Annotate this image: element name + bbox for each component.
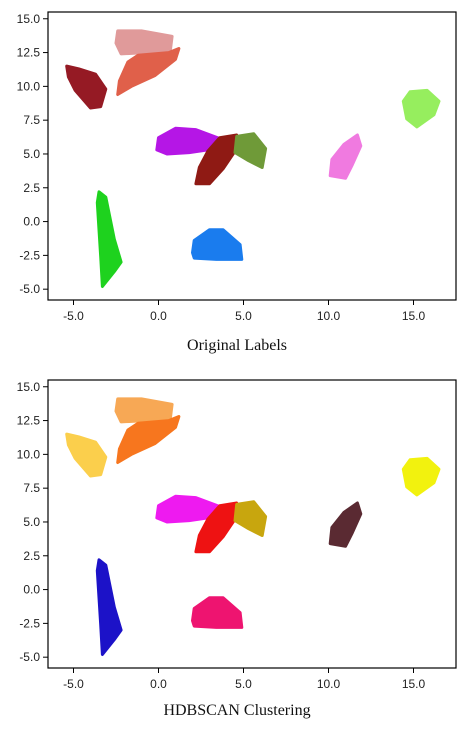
y-tick-label: 2.5 (23, 549, 40, 563)
cluster-8 (401, 88, 441, 129)
x-tick-label: -5.0 (63, 309, 84, 323)
y-tick-label: 10.0 (17, 79, 41, 93)
chart-panel-original-labels: 15.0 12.5 10.0 7.5 5.0 2.5 0.0 -2.5 -5.0 -5.0 0.0 5… (17, 11, 457, 354)
cluster-7 (328, 501, 363, 548)
y-tick-label: 5.0 (23, 147, 40, 161)
cluster-1 (114, 29, 174, 56)
y-tick-label: 7.5 (23, 481, 40, 495)
scatter-plot-original-labels: 15.0 12.5 10.0 7.5 5.0 2.5 0.0 -2.5 -5.0 -5.0 0.0 5… (17, 11, 457, 323)
plot-frame (47, 379, 457, 669)
x-tick-label: -5.0 (63, 677, 84, 691)
y-tick-label: 0.0 (23, 215, 40, 229)
cluster-7 (328, 133, 363, 180)
x-tick-label: 0.0 (150, 309, 167, 323)
x-tick-label: 15.0 (402, 309, 426, 323)
x-tick-label: 0.0 (150, 677, 167, 691)
x-tick-label: 5.0 (235, 677, 252, 691)
y-tick-label: -5.0 (19, 650, 40, 664)
y-tick-label: 5.0 (23, 515, 40, 529)
chart-title-hdbscan-clustering: HDBSCAN Clustering (163, 702, 311, 719)
y-tick-label: 15.0 (17, 12, 41, 26)
cluster-2 (116, 415, 181, 464)
cluster-6 (233, 500, 268, 537)
y-tick-label: 12.5 (17, 46, 41, 60)
y-tick-label: 12.5 (17, 414, 41, 428)
y-tick-label: -2.5 (19, 616, 40, 630)
chart-panel-hdbscan-clustering: 15.0 12.5 10.0 7.5 5.0 2.5 0.0 -2.5 -5.0 -5.0 0.0 5… (0, 368, 474, 736)
cluster-3 (65, 64, 108, 110)
cluster-2 (116, 47, 181, 96)
cluster-9 (95, 558, 123, 656)
plot-frame (47, 11, 457, 301)
cluster-6 (233, 132, 268, 169)
chart-title-original-labels: Original Labels (187, 337, 287, 354)
x-tick-label: 5.0 (235, 309, 252, 323)
y-tick-label: 7.5 (23, 113, 40, 127)
cluster-8 (401, 456, 441, 497)
cluster-9 (95, 190, 123, 288)
x-tick-label: 10.0 (317, 309, 341, 323)
y-tick-label: 0.0 (23, 583, 40, 597)
y-tick-label: -2.5 (19, 248, 40, 262)
y-tick-label: 2.5 (23, 181, 40, 195)
scatter-plot-hdbscan-clustering: 15.0 12.5 10.0 7.5 5.0 2.5 0.0 -2.5 -5.0 -5.0 0.0 5… (17, 379, 457, 691)
cluster-1 (114, 397, 174, 424)
cluster-3 (65, 432, 108, 478)
x-tick-label: 15.0 (402, 677, 426, 691)
y-tick-label: 15.0 (17, 380, 41, 394)
y-tick-label: -5.0 (19, 282, 40, 296)
x-tick-label: 10.0 (317, 677, 341, 691)
cluster-10 (191, 596, 244, 629)
cluster-10 (191, 228, 244, 261)
y-tick-label: 10.0 (17, 447, 41, 461)
